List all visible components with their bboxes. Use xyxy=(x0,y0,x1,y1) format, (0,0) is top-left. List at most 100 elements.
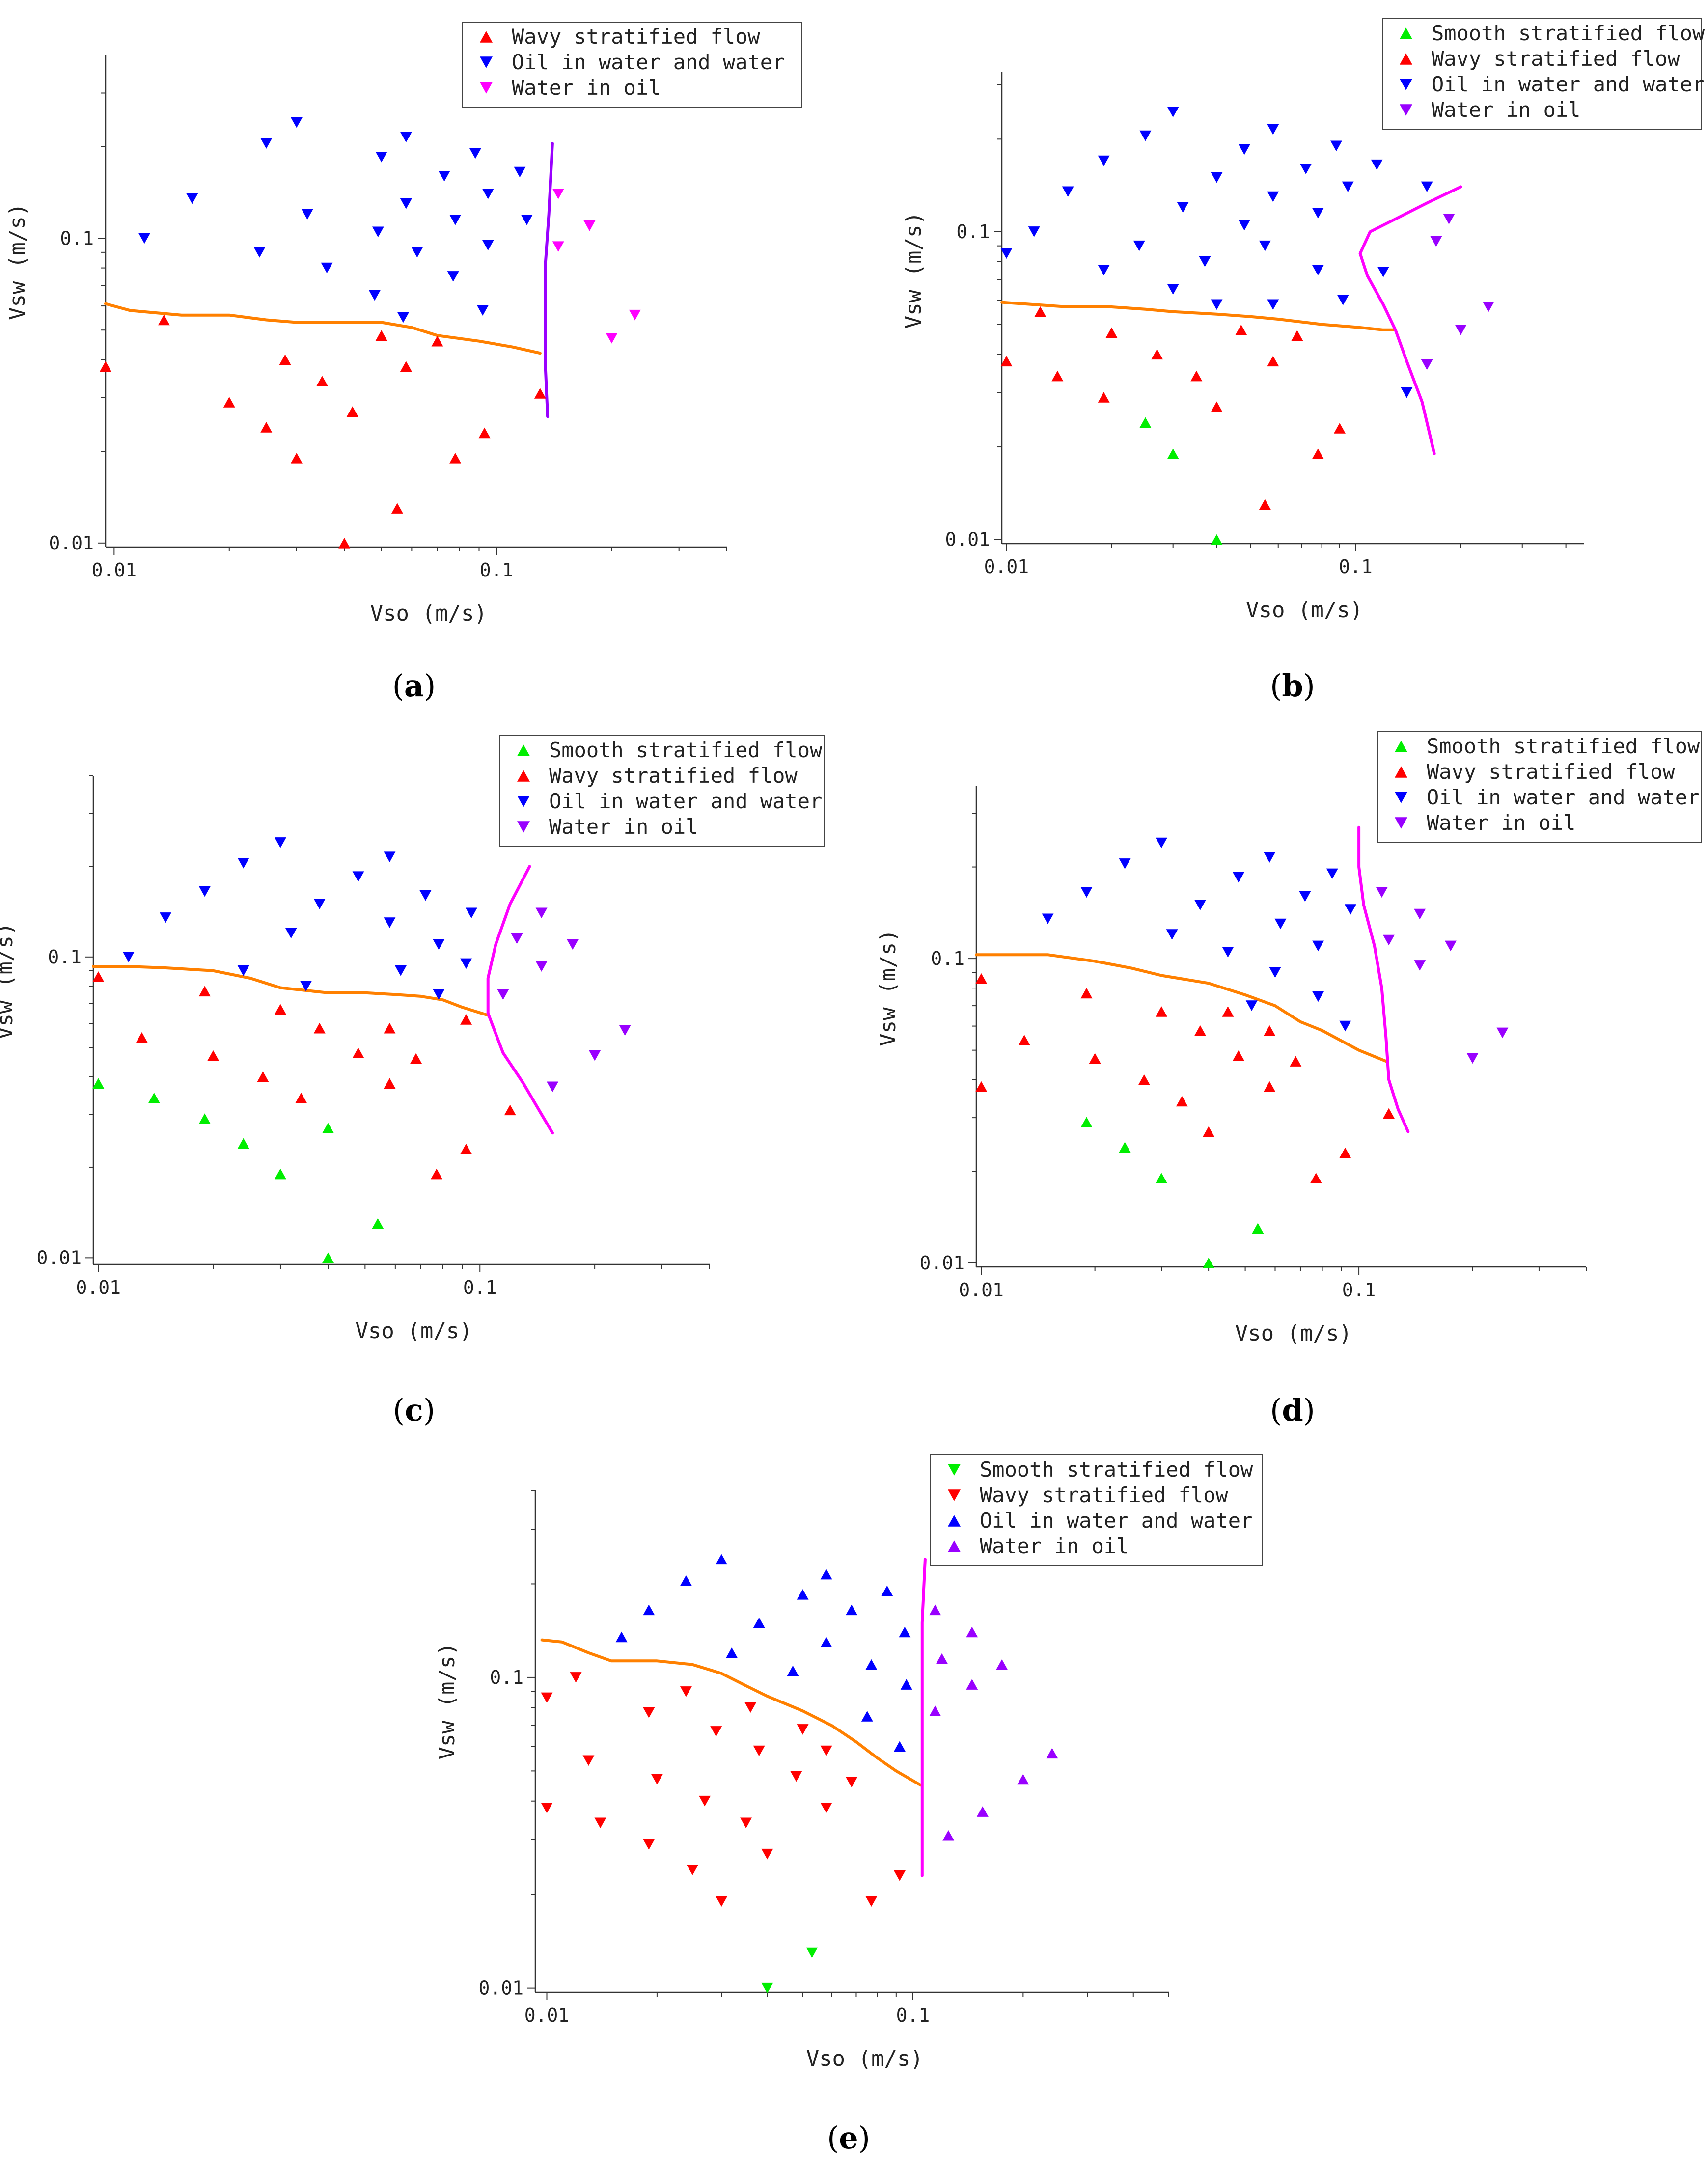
data-point xyxy=(1300,164,1312,174)
data-point xyxy=(1235,324,1247,335)
data-point xyxy=(237,858,249,869)
data-point xyxy=(384,1078,396,1089)
data-point xyxy=(1139,417,1152,428)
data-point xyxy=(1166,929,1178,940)
data-point xyxy=(1238,220,1250,231)
data-point xyxy=(1269,967,1281,978)
data-point xyxy=(1156,1173,1168,1183)
y-tick-label: 0.1 xyxy=(956,221,990,243)
data-point xyxy=(1430,236,1442,247)
data-point xyxy=(411,247,423,258)
data-point xyxy=(384,917,396,928)
legend-marker xyxy=(517,770,530,782)
caption-close: ) xyxy=(858,2120,870,2156)
y-tick-label: 0.1 xyxy=(60,227,94,249)
boundary-line-1 xyxy=(975,953,1388,1063)
data-point xyxy=(1496,1027,1509,1039)
legend-marker xyxy=(1400,104,1412,116)
data-point xyxy=(1211,534,1223,545)
boundary-line-1 xyxy=(92,965,490,1017)
data-point xyxy=(846,1604,858,1616)
data-point xyxy=(384,1022,396,1034)
data-point xyxy=(1291,330,1303,341)
legend-marker xyxy=(517,796,530,807)
data-point xyxy=(699,1795,711,1807)
data-point xyxy=(1042,913,1054,925)
data-point xyxy=(313,1022,326,1034)
data-point xyxy=(384,851,396,862)
data-point xyxy=(893,1741,906,1752)
data-point xyxy=(535,907,548,919)
data-point xyxy=(1455,324,1467,335)
y-tick-label: 0.01 xyxy=(36,1247,82,1268)
data-point xyxy=(148,1092,160,1103)
x-axis-label: Vso (m/s) xyxy=(370,601,487,626)
data-point xyxy=(1267,124,1279,135)
y-axis-label: Vsw (m/s) xyxy=(0,923,18,1040)
data-point xyxy=(1138,1074,1150,1085)
legend-marker xyxy=(480,31,493,43)
data-point xyxy=(541,1692,553,1703)
data-point xyxy=(1156,837,1168,849)
data-point xyxy=(1177,202,1189,213)
data-point xyxy=(1051,370,1064,382)
caption-close: ) xyxy=(423,1392,435,1428)
legend-entry: Wavy stratified flow xyxy=(512,25,760,49)
data-point xyxy=(820,1568,832,1580)
legend-marker xyxy=(1400,53,1412,65)
data-point xyxy=(257,1071,269,1082)
data-point xyxy=(615,1631,628,1643)
legend-entry: Smooth stratified flow xyxy=(1427,734,1700,758)
data-point xyxy=(460,1143,472,1154)
x-tick-label: 0.01 xyxy=(92,559,137,581)
data-point xyxy=(160,912,172,923)
legend-marker xyxy=(480,56,493,68)
x-axis-label: Vso (m/s) xyxy=(806,2046,923,2071)
data-point xyxy=(1259,499,1271,510)
data-point xyxy=(322,1252,334,1263)
data-point xyxy=(1312,208,1324,219)
data-point xyxy=(797,1724,809,1735)
legend-marker xyxy=(948,1464,961,1476)
data-point xyxy=(100,361,111,372)
caption-close: ) xyxy=(1303,1392,1315,1428)
caption-close: ) xyxy=(1303,668,1315,704)
data-point xyxy=(1259,240,1271,251)
data-point xyxy=(1167,448,1179,459)
data-point xyxy=(431,1168,443,1180)
x-axis-label: Vso (m/s) xyxy=(1235,1321,1352,1346)
data-point xyxy=(1156,1006,1168,1017)
data-point xyxy=(1151,349,1163,360)
data-point xyxy=(861,1711,873,1722)
data-point xyxy=(1080,1117,1093,1128)
data-point xyxy=(1139,130,1152,141)
legend-box xyxy=(1377,731,1702,843)
data-point xyxy=(1098,155,1110,166)
data-point xyxy=(290,117,303,128)
y-tick-label: 0.1 xyxy=(48,946,82,968)
data-point xyxy=(431,335,443,347)
legend-entry: Smooth stratified flow xyxy=(549,738,823,762)
data-point xyxy=(797,1589,809,1600)
data-point xyxy=(710,1726,722,1737)
data-point xyxy=(1203,1258,1215,1268)
data-point xyxy=(274,837,286,848)
data-point xyxy=(534,388,546,399)
x-tick-label: 0.01 xyxy=(984,556,1029,577)
legend-marker xyxy=(1395,817,1407,829)
boundary-line-2 xyxy=(920,1558,927,1877)
caption-letter: e xyxy=(839,2120,858,2156)
legend-entry: Oil in water and water xyxy=(512,50,785,74)
x-tick-label: 0.1 xyxy=(463,1277,497,1298)
data-point xyxy=(1000,248,1013,259)
data-point xyxy=(1211,172,1223,183)
data-point xyxy=(1482,302,1494,312)
caption-letter: a xyxy=(404,668,424,704)
data-point xyxy=(1203,1126,1215,1137)
legend-marker xyxy=(1400,79,1412,90)
data-point xyxy=(1190,370,1203,382)
data-point xyxy=(1080,988,1093,999)
data-point xyxy=(1337,295,1349,305)
data-point xyxy=(449,215,462,225)
data-point xyxy=(1444,940,1457,952)
